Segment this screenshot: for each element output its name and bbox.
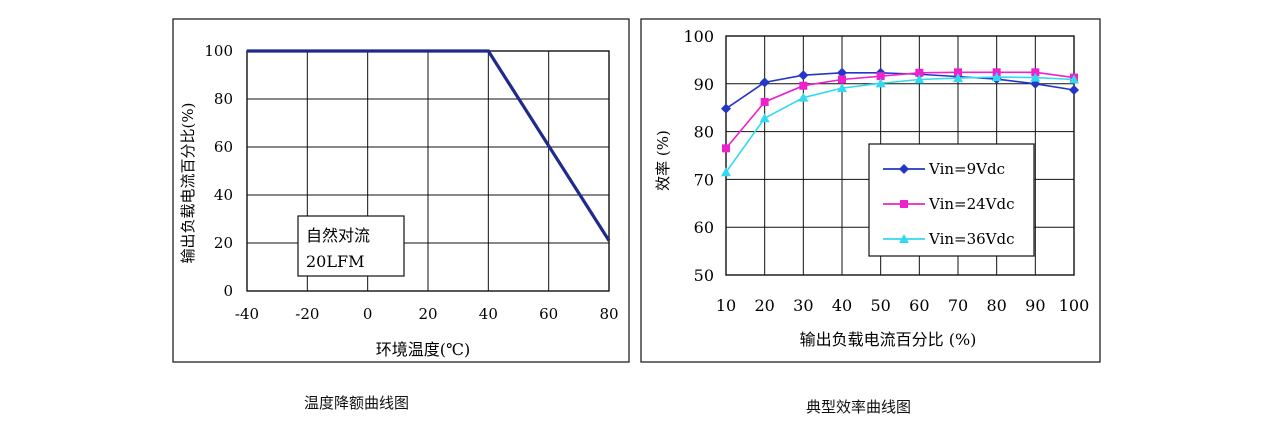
data-point-diamond xyxy=(721,103,731,114)
y-tick-label: 90 xyxy=(694,75,714,94)
annotation-line-1: 自然对流 xyxy=(306,226,370,245)
efficiency-chart: 10 20 30 40 50 60 70 80 90 100 50 60 70 80 90 100 输出负载电流… xyxy=(654,27,1089,349)
x-tick-label: 20 xyxy=(754,296,774,315)
x-tick-label: -40 xyxy=(235,305,259,323)
data-point-square xyxy=(915,68,924,77)
data-point-diamond xyxy=(1069,85,1079,96)
y-axis-label: 效率 (%) xyxy=(654,130,672,191)
data-point-square xyxy=(900,200,908,208)
y-tick-label: 100 xyxy=(683,27,714,46)
derating-chart-frame xyxy=(172,18,630,363)
series-line-3 xyxy=(725,76,1075,173)
data-point-diamond xyxy=(759,77,770,88)
x-tick-label: 20 xyxy=(418,305,437,323)
x-tick-label: 60 xyxy=(539,305,558,323)
y-axis-label: 输出负载电流百分比(%) xyxy=(179,103,197,264)
data-point-triangle xyxy=(1069,74,1079,84)
x-tick-label: 40 xyxy=(479,305,498,323)
data-point-triangle xyxy=(899,234,909,243)
data-point-square xyxy=(954,68,962,77)
data-point-triangle xyxy=(837,83,847,93)
x-tick-label: 10 xyxy=(716,296,736,315)
y-tick-label: 100 xyxy=(204,42,233,60)
data-point-square xyxy=(876,72,885,81)
data-point-square xyxy=(1031,68,1040,77)
x-tick-label: 60 xyxy=(909,296,929,315)
y-tick-label: 60 xyxy=(214,138,233,156)
data-point-diamond xyxy=(899,164,909,174)
x-tick-label: 40 xyxy=(832,296,852,315)
x-tick-label: 50 xyxy=(870,296,890,315)
derating-chart: -40 -20 0 20 40 60 80 0 20 40 60 80 100 环境温度(℃) 输出负载电流… xyxy=(179,42,619,359)
data-point-triangle xyxy=(1030,72,1041,82)
y-tick-label: 50 xyxy=(694,266,714,285)
legend-label: Vin=9Vdc xyxy=(928,160,1005,178)
annotation-line-2: 20LFM xyxy=(306,252,364,271)
data-point-triangle xyxy=(914,74,925,84)
x-tick-label: 100 xyxy=(1059,296,1090,315)
data-point-square xyxy=(838,75,846,84)
y-tick-label: 80 xyxy=(214,90,233,108)
data-point-diamond xyxy=(798,70,809,81)
data-point-triangle xyxy=(991,72,1002,82)
y-tick-label: 40 xyxy=(214,186,233,204)
y-tick-label: 80 xyxy=(694,123,714,142)
series-line-1 xyxy=(725,72,1075,110)
legend-box xyxy=(868,143,1035,257)
x-tick-label: -20 xyxy=(295,305,319,323)
efficiency-chart-caption: 典型效率曲线图 xyxy=(806,398,912,416)
x-axis-label: 输出负载电流百分比 (%) xyxy=(800,330,977,349)
y-tick-label: 0 xyxy=(223,282,233,300)
y-tick-label: 70 xyxy=(694,170,714,189)
x-tick-label: 30 xyxy=(793,296,813,315)
plot-area-border xyxy=(725,35,1075,276)
y-tick-label: 20 xyxy=(214,234,233,252)
data-point-diamond xyxy=(837,67,847,78)
data-point-triangle xyxy=(759,113,770,123)
x-axis-label: 环境温度(℃) xyxy=(376,340,470,359)
legend-label: Vin=24Vdc xyxy=(928,195,1015,213)
data-point-triangle xyxy=(953,73,963,83)
x-tick-label: 80 xyxy=(599,305,618,323)
derating-curve xyxy=(247,49,611,242)
data-point-square xyxy=(722,144,730,153)
x-tick-label: 90 xyxy=(1025,296,1045,315)
data-point-triangle xyxy=(798,92,809,102)
data-point-triangle xyxy=(875,78,886,88)
data-point-square xyxy=(799,81,808,90)
x-tick-label: 0 xyxy=(363,305,373,323)
legend-label: Vin=36Vdc xyxy=(928,230,1015,248)
annotation-box xyxy=(297,215,405,277)
derating-chart-caption: 温度降额曲线图 xyxy=(304,394,410,412)
data-point-triangle xyxy=(721,167,731,177)
x-tick-label: 80 xyxy=(986,296,1006,315)
series-line-2 xyxy=(725,71,1075,149)
data-point-square xyxy=(760,97,769,106)
y-tick-label: 60 xyxy=(694,218,714,237)
x-tick-label: 70 xyxy=(948,296,968,315)
